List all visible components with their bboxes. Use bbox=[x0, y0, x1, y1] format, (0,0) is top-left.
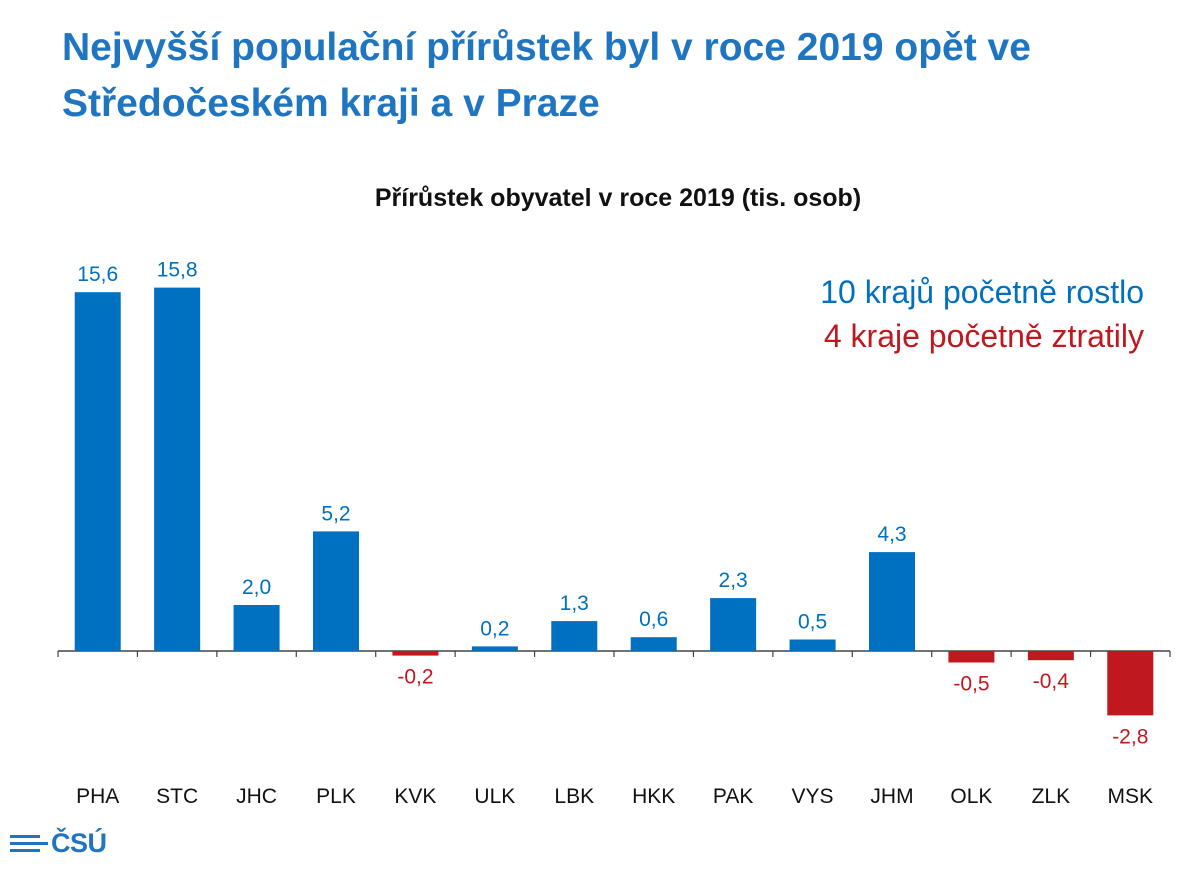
data-label-jhc: 2,0 bbox=[242, 576, 271, 599]
headline: Nejvyšší populační přírůstek byl v roce … bbox=[62, 26, 1031, 125]
data-label-zlk: -0,4 bbox=[1033, 670, 1070, 693]
x-tick-label-vys: VYS bbox=[792, 785, 834, 808]
x-tick-label-pak: PAK bbox=[713, 785, 753, 808]
x-tick-label-pha: PHA bbox=[76, 785, 119, 808]
x-tick-label-zlk: ZLK bbox=[1032, 785, 1071, 808]
x-tick-label-ulk: ULK bbox=[474, 785, 515, 808]
x-tick-label-hkk: HKK bbox=[632, 785, 675, 808]
data-label-ulk: 0,2 bbox=[480, 617, 509, 640]
csu-logo-lines-icon bbox=[10, 833, 48, 854]
csu-logo: ČSÚ bbox=[10, 828, 107, 859]
x-tick-label-plk: PLK bbox=[316, 785, 356, 808]
data-label-lbk: 1,3 bbox=[560, 592, 589, 615]
bar-pha bbox=[74, 292, 121, 651]
bar-jhm bbox=[869, 552, 915, 651]
data-label-pha: 15,6 bbox=[77, 263, 118, 286]
data-label-vys: 0,5 bbox=[798, 611, 827, 634]
x-tick-label-msk: MSK bbox=[1108, 785, 1154, 808]
bar-kvk bbox=[392, 651, 439, 656]
bar-msk bbox=[1107, 651, 1154, 716]
x-tick-label-stc: STC bbox=[156, 785, 198, 808]
bar-hkk bbox=[630, 637, 677, 651]
data-label-jhm: 4,3 bbox=[877, 523, 906, 546]
data-label-hkk: 0,6 bbox=[639, 608, 668, 631]
chart-title: Přírůstek obyvatel v roce 2019 (tis. oso… bbox=[374, 184, 862, 212]
x-tick-label-lbk: LBK bbox=[554, 785, 594, 808]
bar-zlk bbox=[1027, 651, 1074, 661]
logo-text: ČSÚ bbox=[51, 828, 107, 858]
x-tick-label-jhc: JHC bbox=[236, 785, 277, 808]
bar-olk bbox=[948, 651, 995, 663]
bar-jhc bbox=[233, 605, 280, 651]
bar-stc bbox=[154, 287, 201, 651]
data-label-olk: -0,5 bbox=[953, 673, 989, 696]
data-label-plk: 5,2 bbox=[321, 502, 350, 525]
x-tick-label-jhm: JHM bbox=[870, 785, 913, 808]
note-regions-declined: 4 kraje početně ztratily bbox=[823, 318, 1144, 354]
data-label-stc: 15,8 bbox=[157, 259, 198, 282]
bar-vys bbox=[789, 639, 836, 651]
x-tick-label-kvk: KVK bbox=[394, 785, 436, 808]
bar-ulk bbox=[471, 646, 518, 651]
x-tick-label-olk: OLK bbox=[950, 785, 992, 808]
bar-plk bbox=[313, 531, 359, 651]
note-regions-grew: 10 krajů početně rostlo bbox=[820, 274, 1144, 310]
data-label-msk: -2,8 bbox=[1112, 725, 1148, 748]
data-label-kvk: -0,2 bbox=[397, 666, 433, 689]
bar-lbk bbox=[551, 621, 598, 651]
data-label-pak: 2,3 bbox=[719, 569, 748, 592]
bar-pak bbox=[710, 598, 757, 651]
